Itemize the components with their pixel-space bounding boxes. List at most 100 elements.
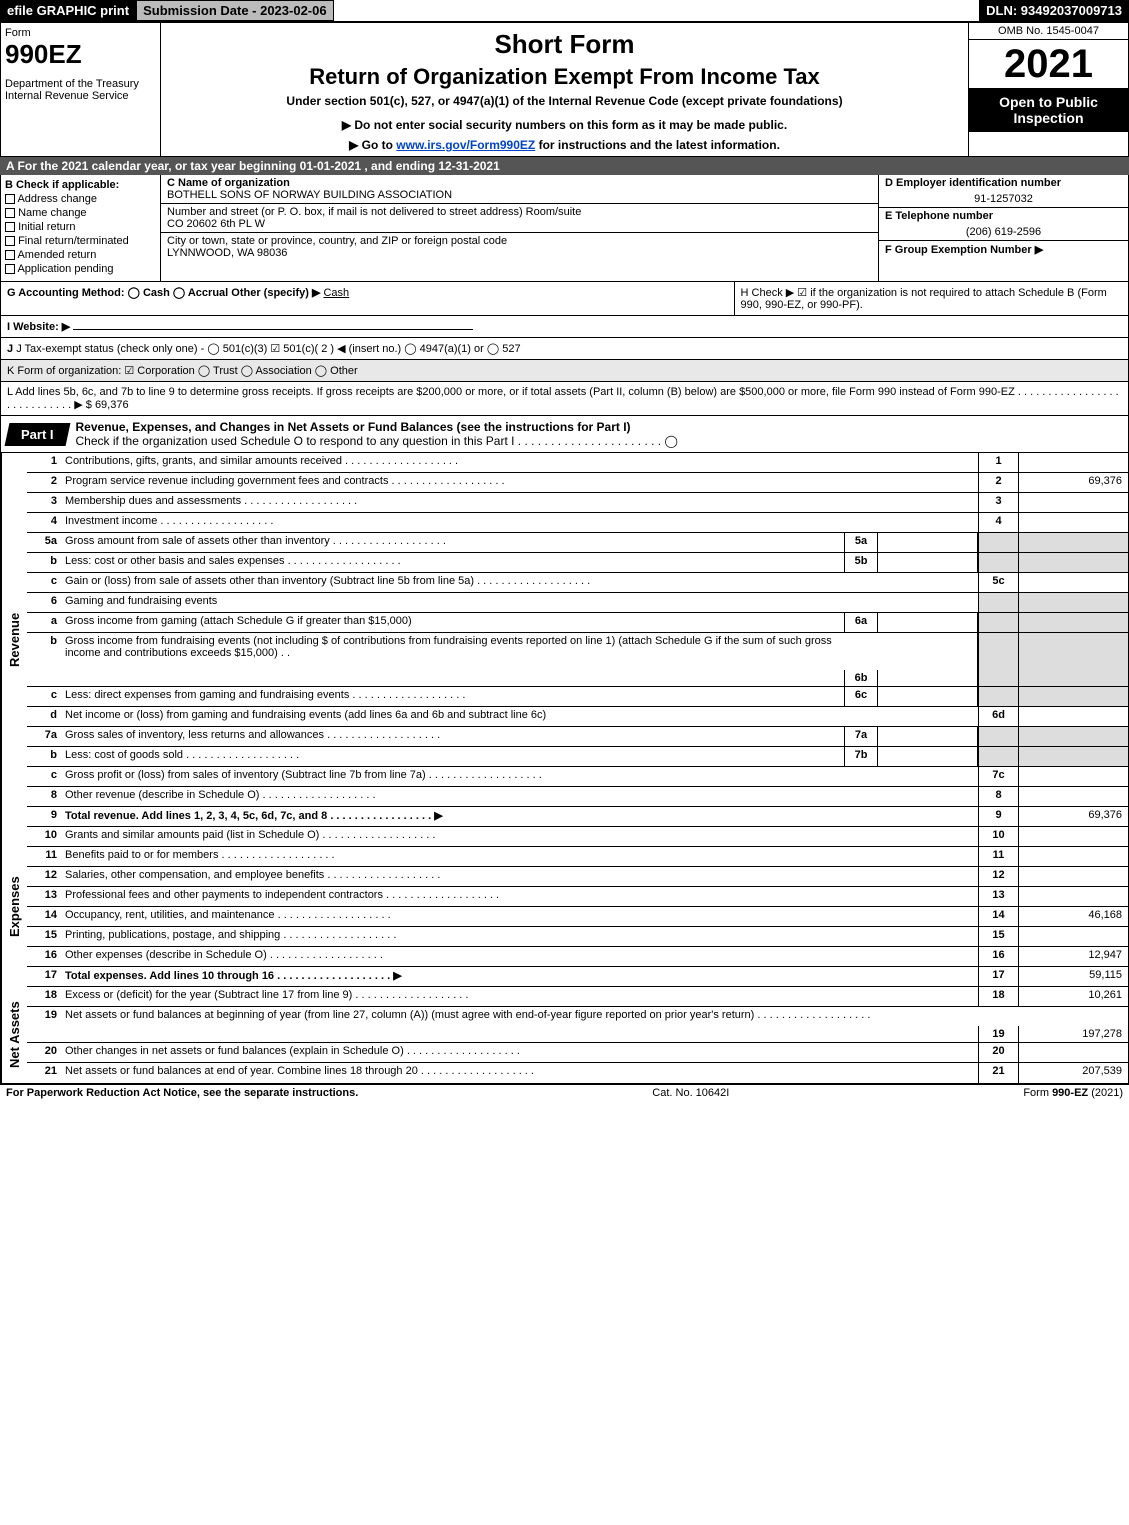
row-20: 20Other changes in net assets or fund ba…: [27, 1043, 1128, 1063]
street: CO 20602 6th PL W: [167, 218, 265, 230]
revenue-side-label: Revenue: [1, 453, 27, 827]
part1-header: Part I Revenue, Expenses, and Changes in…: [0, 416, 1129, 453]
main-title: Return of Organization Exempt From Incom…: [165, 64, 964, 90]
row-5c: cGain or (loss) from sale of assets othe…: [27, 573, 1128, 593]
header-center: Short Form Return of Organization Exempt…: [161, 23, 968, 156]
column-d: D Employer identification number 91-1257…: [878, 175, 1128, 281]
schedule-b-check: H Check ▶ ☑ if the organization is not r…: [734, 282, 1128, 315]
row-15: 15Printing, publications, postage, and s…: [27, 927, 1128, 947]
part1-title: Revenue, Expenses, and Changes in Net As…: [68, 416, 1128, 452]
column-b: B Check if applicable: Address change Na…: [1, 175, 161, 281]
dln: DLN: 93492037009713: [979, 0, 1129, 21]
website-label: I Website: ▶: [7, 321, 70, 333]
city: LYNNWOOD, WA 98036: [167, 247, 287, 259]
street-block: Number and street (or P. O. box, if mail…: [161, 204, 878, 233]
row-14: 14Occupancy, rent, utilities, and mainte…: [27, 907, 1128, 927]
tax-exempt-row: J J Tax-exempt status (check only one) -…: [0, 338, 1129, 360]
chk-initial[interactable]: Initial return: [5, 221, 156, 233]
line-l: L Add lines 5b, 6c, and 7b to line 9 to …: [0, 382, 1129, 416]
department: Department of the Treasury Internal Reve…: [5, 78, 156, 102]
phone: (206) 619-2596: [879, 224, 1128, 240]
chk-address[interactable]: Address change: [5, 193, 156, 205]
ssn-warning: ▶ Do not enter social security numbers o…: [165, 118, 964, 132]
row-12: 12Salaries, other compensation, and empl…: [27, 867, 1128, 887]
row-3: 3Membership dues and assessments3: [27, 493, 1128, 513]
column-c: C Name of organization BOTHELL SONS OF N…: [161, 175, 878, 281]
g-label: G Accounting Method: ◯ Cash ◯ Accrual Ot…: [7, 287, 320, 299]
row-10: 10Grants and similar amounts paid (list …: [27, 827, 1128, 847]
expenses-section: Expenses 10Grants and similar amounts pa…: [0, 827, 1129, 987]
goto-pre: ▶ Go to: [349, 138, 396, 152]
row-19: 19Net assets or fund balances at beginni…: [27, 1007, 1128, 1043]
row-6d: dNet income or (loss) from gaming and fu…: [27, 707, 1128, 727]
footer-cat: Cat. No. 10642I: [652, 1087, 729, 1099]
org-name: BOTHELL SONS OF NORWAY BUILDING ASSOCIAT…: [167, 189, 452, 201]
group-label: F Group Exemption Number ▶: [879, 240, 1128, 258]
form-number: 990EZ: [5, 39, 156, 70]
submission-date: Submission Date - 2023-02-06: [136, 0, 334, 21]
page-footer: For Paperwork Reduction Act Notice, see …: [0, 1084, 1129, 1101]
g-value: Cash: [323, 287, 349, 299]
open-to-public: Open to Public Inspection: [969, 88, 1128, 132]
row-5a: 5aGross amount from sale of assets other…: [27, 533, 1128, 553]
row-21: 21Net assets or fund balances at end of …: [27, 1063, 1128, 1083]
expenses-side-label: Expenses: [1, 827, 27, 987]
ein: 91-1257032: [879, 191, 1128, 207]
form-header: Form 990EZ Department of the Treasury In…: [0, 23, 1129, 157]
form-word: Form: [5, 27, 156, 39]
row-6c: cLess: direct expenses from gaming and f…: [27, 687, 1128, 707]
chk-amended[interactable]: Amended return: [5, 249, 156, 261]
row-16: 16Other expenses (describe in Schedule O…: [27, 947, 1128, 967]
efile-label: efile GRAPHIC print: [0, 0, 136, 21]
tax-year: 2021: [969, 40, 1128, 88]
city-block: City or town, state or province, country…: [161, 233, 878, 261]
irs-link[interactable]: www.irs.gov/Form990EZ: [396, 138, 535, 152]
row-1: 1Contributions, gifts, grants, and simil…: [27, 453, 1128, 473]
part1-check: Check if the organization used Schedule …: [76, 434, 678, 448]
top-bar: efile GRAPHIC print Submission Date - 20…: [0, 0, 1129, 23]
netassets-side-label: Net Assets: [1, 987, 27, 1083]
revenue-section: Revenue 1Contributions, gifts, grants, a…: [0, 453, 1129, 827]
row-5b: bLess: cost or other basis and sales exp…: [27, 553, 1128, 573]
chk-name[interactable]: Name change: [5, 207, 156, 219]
row-7b: bLess: cost of goods sold7b: [27, 747, 1128, 767]
ein-label: D Employer identification number: [879, 175, 1128, 191]
part1-tab: Part I: [5, 423, 70, 446]
row-13: 13Professional fees and other payments t…: [27, 887, 1128, 907]
netassets-section: Net Assets 18Excess or (deficit) for the…: [0, 987, 1129, 1084]
chk-final[interactable]: Final return/terminated: [5, 235, 156, 247]
chk-pending[interactable]: Application pending: [5, 263, 156, 275]
col-b-header: B Check if applicable:: [5, 179, 156, 191]
l-text: L Add lines 5b, 6c, and 7b to line 9 to …: [7, 386, 1119, 411]
street-label: Number and street (or P. O. box, if mail…: [167, 206, 581, 218]
row-18: 18Excess or (deficit) for the year (Subt…: [27, 987, 1128, 1007]
row-gh: G Accounting Method: ◯ Cash ◯ Accrual Ot…: [0, 282, 1129, 316]
footer-right: Form 990-EZ (2021): [1023, 1087, 1123, 1099]
j-text: J Tax-exempt status (check only one) - ◯…: [16, 343, 520, 355]
accounting-method: G Accounting Method: ◯ Cash ◯ Accrual Ot…: [1, 282, 734, 315]
row-7a: 7aGross sales of inventory, less returns…: [27, 727, 1128, 747]
goto-line: ▶ Go to www.irs.gov/Form990EZ for instru…: [165, 138, 964, 152]
row-9: 9Total revenue. Add lines 1, 2, 3, 4, 5c…: [27, 807, 1128, 827]
city-label: City or town, state or province, country…: [167, 235, 507, 247]
footer-left: For Paperwork Reduction Act Notice, see …: [6, 1087, 358, 1099]
row-4: 4Investment income4: [27, 513, 1128, 533]
row-8: 8Other revenue (describe in Schedule O)8: [27, 787, 1128, 807]
website-row: I Website: ▶: [0, 316, 1129, 338]
row-11: 11Benefits paid to or for members11: [27, 847, 1128, 867]
section-bcd: B Check if applicable: Address change Na…: [0, 175, 1129, 282]
row-6b: bGross income from fundraising events (n…: [27, 633, 1128, 687]
short-form-title: Short Form: [165, 29, 964, 60]
row-7c: cGross profit or (loss) from sales of in…: [27, 767, 1128, 787]
omb-number: OMB No. 1545-0047: [969, 23, 1128, 40]
l-value: $ 69,376: [86, 399, 129, 411]
under-section: Under section 501(c), 527, or 4947(a)(1)…: [165, 94, 964, 108]
row-2: 2Program service revenue including gover…: [27, 473, 1128, 493]
section-a: A For the 2021 calendar year, or tax yea…: [0, 157, 1129, 175]
header-right: OMB No. 1545-0047 2021 Open to Public In…: [968, 23, 1128, 156]
row-6: 6Gaming and fundraising events: [27, 593, 1128, 613]
website-input[interactable]: [73, 329, 473, 330]
phone-label: E Telephone number: [879, 207, 1128, 224]
goto-post: for instructions and the latest informat…: [535, 138, 780, 152]
org-name-label: C Name of organization: [167, 177, 290, 189]
